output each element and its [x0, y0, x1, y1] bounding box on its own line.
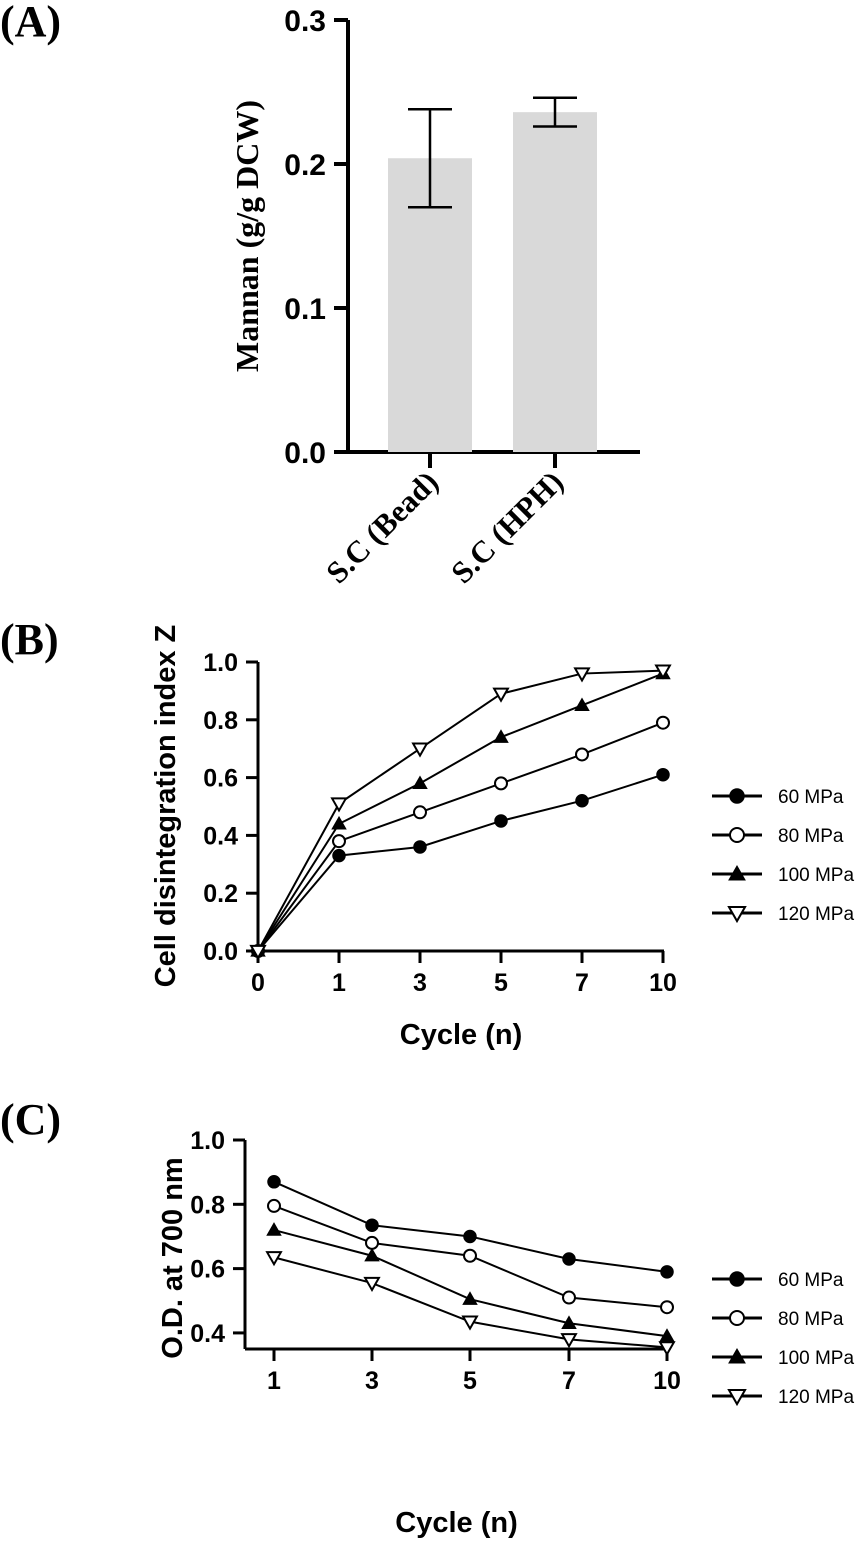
data-point	[413, 805, 427, 820]
data-point	[562, 1290, 576, 1305]
data-point	[574, 697, 590, 712]
y-tick-label: 0.4	[203, 822, 238, 850]
legend-label: 60 MPa	[778, 1270, 844, 1291]
data-point	[656, 715, 670, 730]
panel-label-c: (C)	[0, 1095, 62, 1144]
legend-label: 80 MPa	[778, 1309, 844, 1330]
y-tick-label: 0.8	[203, 707, 238, 735]
series-line	[257, 669, 664, 952]
data-point	[412, 775, 428, 790]
x-tick-label: 5	[494, 969, 508, 997]
legend-marker	[729, 1271, 745, 1287]
x-tick-label: 0	[251, 969, 265, 997]
x-tick-label: 1	[332, 969, 346, 997]
legend-marker	[727, 1388, 747, 1407]
legend-marker	[728, 1347, 746, 1364]
y-axis-title: Mannan (g/g DCW)	[229, 100, 265, 372]
data-point	[461, 1315, 479, 1331]
x-tick-label: 3	[413, 969, 427, 997]
data-point	[493, 729, 509, 743]
chart-mannan-bar: 0.0 0.1 0.2 0.3 S.C (Bead) S.C (HPH) Mannan (g…	[229, 5, 640, 590]
y-tick-label: 0.6	[203, 765, 238, 793]
data-point	[364, 1247, 380, 1262]
data-point	[660, 1300, 674, 1315]
data-point	[561, 1315, 577, 1329]
x-tick-label: 5	[463, 1367, 477, 1395]
panel-label-b: (B)	[0, 615, 59, 664]
data-point	[331, 815, 347, 830]
data-point	[413, 840, 427, 854]
y-tick-label: 0.6	[190, 1256, 225, 1284]
y-tick-label: 0.0	[284, 437, 326, 470]
y-tick-label: 0.4	[190, 1320, 225, 1348]
data-point	[560, 1333, 578, 1349]
series-line	[257, 773, 664, 952]
legend-label: 120 MPa	[778, 904, 854, 925]
data-point	[660, 1265, 674, 1279]
chart-od-line: 0.4 0.6 0.8 1.0 1 3 5 7 10 Cycle (n) O.D. at 700 n…	[157, 1127, 854, 1539]
data-point	[411, 742, 429, 758]
data-point	[332, 848, 346, 863]
legend-label: 80 MPa	[778, 826, 844, 847]
data-point	[266, 1222, 282, 1236]
data-point	[267, 1198, 281, 1213]
x-tick-label: 10	[649, 969, 677, 997]
data-point	[658, 1341, 676, 1357]
legend-label: 60 MPa	[778, 787, 844, 808]
y-tick-label: 0.8	[190, 1191, 225, 1219]
data-point	[463, 1229, 477, 1244]
legend-marker	[728, 864, 746, 881]
y-tick-label: 0.3	[284, 5, 326, 38]
legend-marker	[729, 788, 745, 804]
data-point	[492, 687, 510, 703]
chart-disintegration-line: 0.0 0.2 0.4 0.6 0.8 1.0 0 1 3 5 7 10 Cycle (n) Cell d…	[150, 625, 854, 1051]
y-tick-label: 1.0	[190, 1127, 225, 1155]
data-point	[365, 1235, 379, 1250]
y-tick-label: 0.2	[284, 149, 326, 182]
data-point	[330, 797, 348, 813]
data-point	[463, 1248, 477, 1263]
x-tick-label: 3	[365, 1367, 379, 1395]
data-point	[656, 767, 670, 782]
y-tick-label: 0.1	[284, 293, 326, 326]
legend-marker	[729, 1310, 745, 1326]
data-point	[573, 667, 591, 683]
x-tick-label: S.C (Bead)	[319, 464, 445, 590]
data-point	[575, 793, 589, 808]
x-tick-label: 7	[575, 969, 589, 997]
bar	[513, 112, 597, 452]
data-point	[575, 747, 589, 762]
y-axis-title: Cell disintegration index Z	[150, 625, 182, 988]
x-axis-title: Cycle (n)	[395, 1507, 517, 1539]
series-line	[257, 721, 664, 952]
y-tick-label: 0.0	[203, 938, 238, 966]
data-point	[494, 776, 508, 791]
x-tick-label: 10	[653, 1367, 681, 1395]
y-tick-label: 1.0	[203, 649, 238, 677]
y-tick-label: 0.2	[203, 880, 238, 908]
x-tick-label: 7	[562, 1367, 576, 1395]
legend-label: 100 MPa	[778, 865, 854, 886]
x-axis-title: Cycle (n)	[400, 1019, 522, 1051]
series-line	[257, 672, 664, 952]
data-point	[332, 834, 346, 849]
x-tick-label: 1	[267, 1367, 281, 1395]
legend-label: 100 MPa	[778, 1348, 854, 1369]
legend-marker	[729, 827, 745, 843]
data-point	[654, 664, 672, 680]
y-axis-title: O.D. at 700 nm	[157, 1157, 189, 1358]
data-point	[365, 1218, 379, 1232]
legend-marker	[727, 905, 747, 924]
data-point	[363, 1276, 381, 1293]
panel-label-a: (A)	[0, 0, 62, 46]
data-point	[265, 1251, 283, 1267]
x-tick-label: S.C (HPH)	[444, 464, 570, 590]
data-point	[249, 944, 267, 960]
legend-label: 120 MPa	[778, 1387, 854, 1408]
data-point	[462, 1291, 478, 1305]
data-point	[562, 1252, 576, 1266]
data-point	[267, 1175, 281, 1189]
data-point	[494, 814, 508, 828]
